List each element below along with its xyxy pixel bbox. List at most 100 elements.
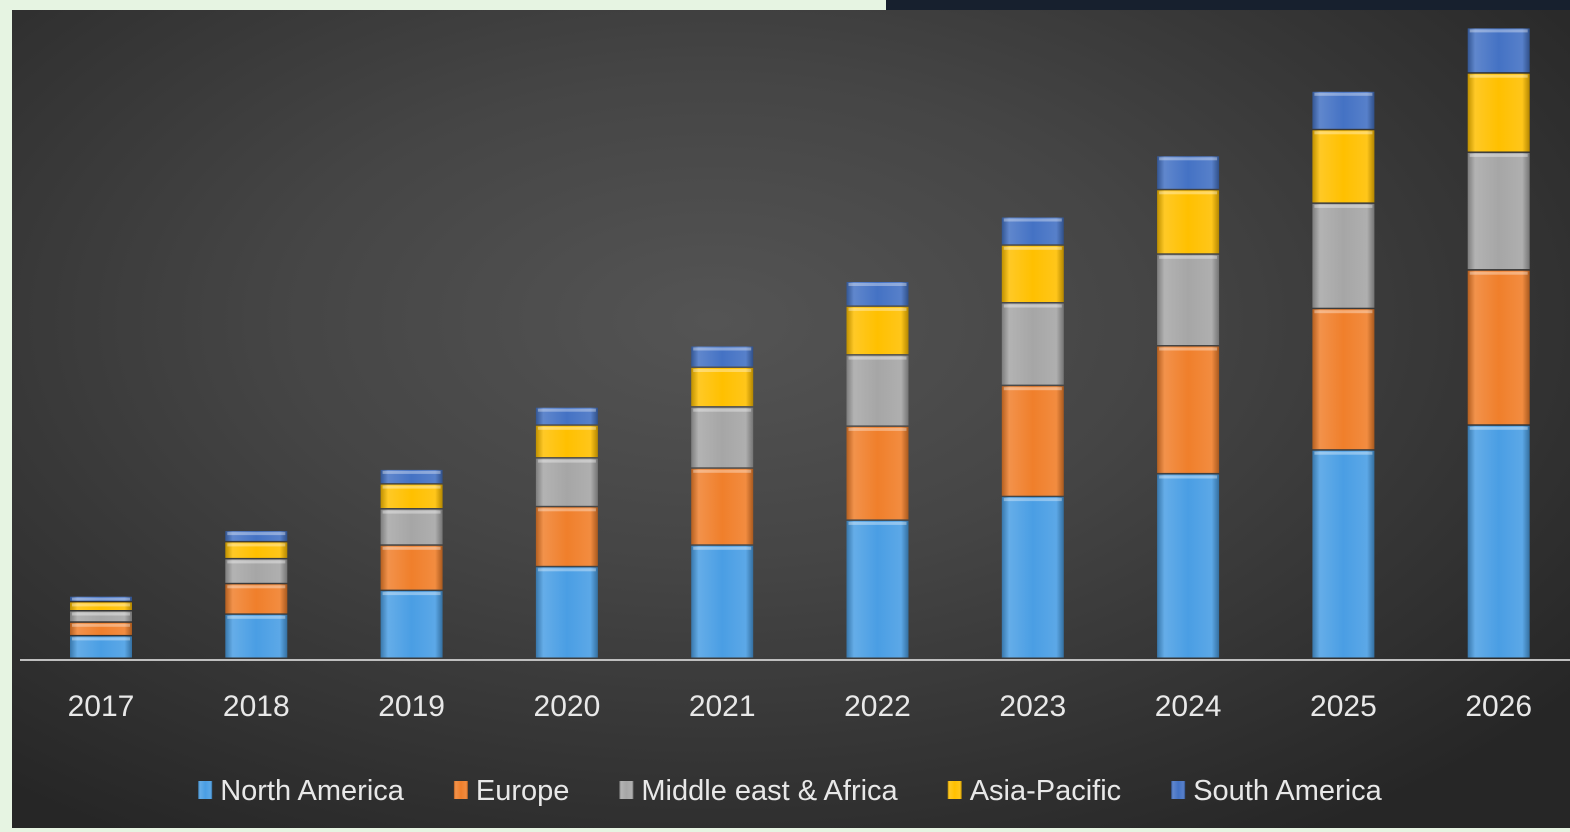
bar-segment-highlight: [1469, 153, 1528, 157]
legend-marker-europe: [453, 781, 468, 799]
bar-segment-highlight: [1469, 271, 1528, 275]
x-tick-label-2024: 2024: [1155, 690, 1222, 723]
bar-segment-2026-middle-east-africa: [1467, 152, 1530, 270]
bar-segment-2024-south-america: [1157, 156, 1220, 189]
bar-segment-2018-europe: [225, 584, 288, 614]
bar-segment-highlight: [693, 469, 752, 473]
bar-segment-highlight: [537, 408, 596, 412]
bar-segment-highlight: [537, 459, 596, 463]
bar-segment-highlight: [227, 585, 286, 589]
x-tick-label-2020: 2020: [534, 690, 601, 723]
bar-segment-highlight: [227, 543, 286, 547]
legend-marker-north-america: [198, 781, 213, 799]
bar-segment-highlight: [1314, 131, 1373, 135]
bar-segment-highlight: [537, 426, 596, 430]
bar-segment-2021-middle-east-africa: [691, 407, 754, 468]
bar-segment-2024-europe: [1157, 346, 1220, 473]
bar-segment-highlight: [1469, 74, 1528, 78]
bar-segment-highlight: [848, 356, 907, 360]
bar-segment-highlight: [537, 568, 596, 572]
bar-segment-2019-north-america: [380, 591, 443, 658]
bar-segment-highlight: [1003, 218, 1062, 222]
bar-segment-highlight: [848, 307, 907, 311]
bar-segment-2020-asia-pacific: [535, 425, 598, 458]
bar-segment-highlight: [1159, 255, 1218, 259]
bar-segment-highlight: [848, 521, 907, 525]
bar-segment-2024-north-america: [1157, 474, 1220, 658]
bar-segment-2022-south-america: [846, 282, 909, 306]
bar-segment-highlight: [1314, 310, 1373, 314]
x-tick-label-2019: 2019: [378, 690, 445, 723]
legend-label-europe: Europe: [476, 775, 570, 807]
bar-segment-highlight: [1159, 157, 1218, 161]
x-tick-label-2023: 2023: [999, 690, 1066, 723]
bar-segment-highlight: [693, 369, 752, 372]
bar-segment-2017-middle-east-africa: [70, 611, 132, 622]
legend-marker-middle-east-africa: [619, 781, 634, 799]
bar-segment-2021-europe: [691, 468, 754, 545]
bar-segment-2023-south-america: [1001, 217, 1064, 245]
legend-marker-asia-pacific: [947, 781, 962, 799]
stacked-bar-chart: 2017 2018 2019 2020 2021 2022 2023 2024 2025 2026…: [20, 28, 1570, 807]
bar-segment-highlight: [382, 510, 441, 514]
bar-segment-highlight: [693, 546, 752, 550]
bar-segment-highlight: [693, 347, 752, 351]
bar-segment-highlight: [72, 603, 130, 607]
legend-label-middle-east-africa: Middle east & Africa: [641, 775, 898, 807]
bar-segment-2024-asia-pacific: [1157, 190, 1220, 254]
bar-segment-2020-middle-east-africa: [535, 458, 598, 506]
bar-segment-highlight: [1314, 204, 1373, 208]
bar-segment-2025-europe: [1312, 309, 1375, 450]
bar-segment-highlight: [382, 485, 441, 489]
x-tick-label-2022: 2022: [844, 690, 911, 723]
bar-segment-2017-south-america: [70, 596, 132, 601]
bar-segment-2019-asia-pacific: [380, 484, 443, 508]
bar-segment-2018-asia-pacific: [225, 542, 288, 558]
bar-segment-2018-middle-east-africa: [225, 559, 288, 583]
bar-segment-highlight: [1159, 347, 1218, 351]
x-tick-label-2026: 2026: [1465, 690, 1532, 723]
bar-segment-highlight: [72, 597, 130, 601]
bar-segment-highlight: [227, 532, 286, 536]
bar-segment-highlight: [1003, 246, 1062, 250]
top-edge-strip: [886, 0, 1570, 12]
x-tick-label-2017: 2017: [68, 690, 135, 723]
bar-segment-2023-asia-pacific: [1001, 245, 1064, 302]
legend: North America Europe Middle east & Africa A…: [198, 775, 1383, 807]
x-tick-label-2018: 2018: [223, 690, 290, 723]
bar-segment-2022-europe: [846, 426, 909, 520]
bar-segment-2020-south-america: [535, 407, 598, 425]
bar-segment-highlight: [382, 592, 441, 596]
bar-segment-highlight: [1159, 475, 1218, 479]
bar-segment-2020-north-america: [535, 567, 598, 658]
bar-segment-2019-europe: [380, 545, 443, 590]
bar-segment-highlight: [382, 470, 441, 474]
legend-label-south-america: South America: [1193, 775, 1382, 807]
x-tick-label-2025: 2025: [1310, 690, 1377, 723]
bar-segment-2025-asia-pacific: [1312, 130, 1375, 203]
bar-segment-highlight: [72, 612, 130, 616]
chart-panel: 2017 2018 2019 2020 2021 2022 2023 2024 2025 2026…: [12, 10, 1570, 828]
bar-segment-2023-middle-east-africa: [1001, 303, 1064, 385]
bar-segment-highlight: [537, 508, 596, 512]
bar-segment-2019-south-america: [380, 469, 443, 484]
bar-segment-highlight: [227, 615, 286, 619]
bar-segment-2025-south-america: [1312, 91, 1375, 129]
bar-segment-2019-middle-east-africa: [380, 509, 443, 545]
bar-segment-2021-south-america: [691, 346, 754, 367]
bar-segment-2026-south-america: [1467, 28, 1530, 73]
bar-segment-2018-south-america: [225, 531, 288, 541]
bar-segment-highlight: [848, 283, 907, 286]
bar-segment-2020-europe: [535, 507, 598, 566]
bar-segment-highlight: [1469, 29, 1528, 33]
bar-segment-2024-middle-east-africa: [1157, 254, 1220, 345]
bar-segment-highlight: [72, 623, 130, 627]
bar-segment-2023-north-america: [1001, 497, 1064, 658]
legend-label-north-america: North America: [220, 775, 405, 807]
bar-segment-highlight: [1003, 304, 1062, 308]
bar-segment-2017-asia-pacific: [70, 602, 132, 610]
bar-segment-highlight: [72, 637, 130, 641]
bar-segment-highlight: [848, 427, 907, 431]
bar-segment-2026-asia-pacific: [1467, 73, 1530, 152]
